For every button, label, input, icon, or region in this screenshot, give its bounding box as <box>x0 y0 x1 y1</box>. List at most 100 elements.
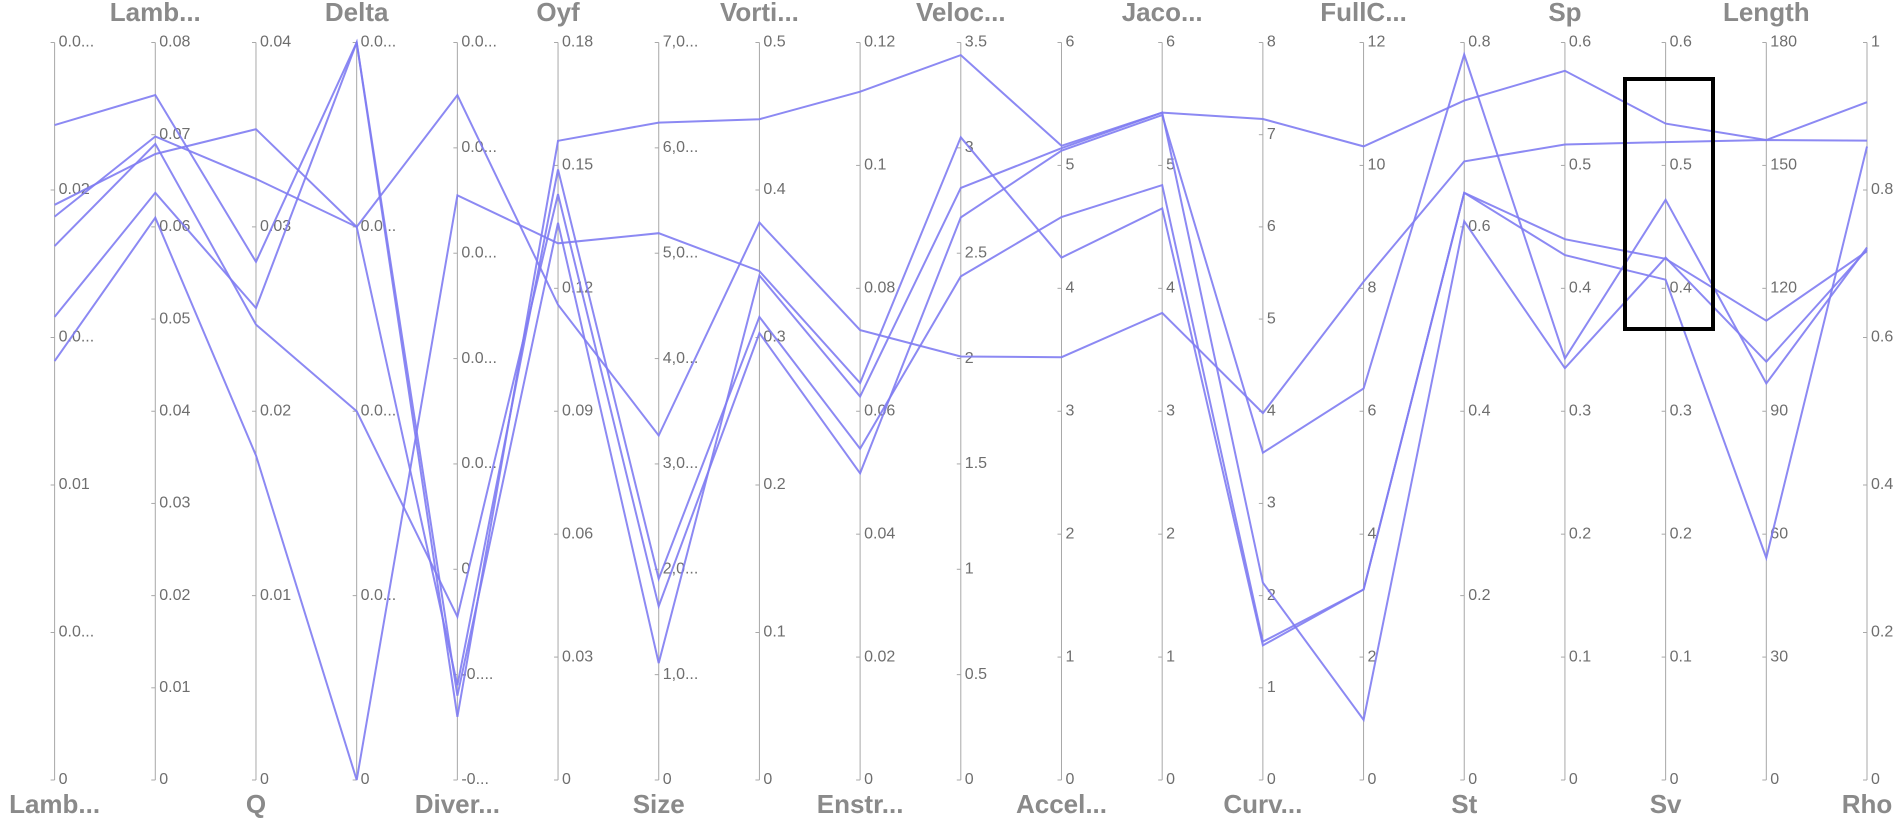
tick-label: 0.01 <box>59 476 90 493</box>
lines <box>53 38 1868 781</box>
tick-label: 6 <box>1267 218 1276 235</box>
tick-label: 3,0... <box>663 455 699 472</box>
tick-label: 0.04 <box>260 34 291 51</box>
tick-label: 0 <box>1871 771 1880 788</box>
tick-label: 0 <box>159 771 168 788</box>
tick-label: 120 <box>1770 280 1797 297</box>
tick-label: 1 <box>1871 34 1880 51</box>
tick-label: 0.02 <box>864 648 895 665</box>
tick-label: 3 <box>1267 495 1276 512</box>
axes: 00.0...0.010.0...0.020.0...Lamb...00.010… <box>9 0 1893 819</box>
tick-label: 7,0... <box>663 34 699 51</box>
tick-label: 4 <box>1267 402 1276 419</box>
tick-label: 0.15 <box>562 157 593 174</box>
tick-label: 10 <box>1368 157 1386 174</box>
tick-label: 0.03 <box>159 495 190 512</box>
tick-label: 2,0... <box>663 561 699 578</box>
tick-label: 3 <box>1065 402 1074 419</box>
tick-label: 0.05 <box>159 310 190 327</box>
axis-title: Jaco... <box>1122 0 1203 27</box>
tick-label: 0 <box>1166 771 1175 788</box>
tick-label: 0 <box>361 771 370 788</box>
tick-label: 3 <box>1166 402 1175 419</box>
tick-label: 0.1 <box>1670 648 1692 665</box>
axis-title: Lamb... <box>9 789 100 819</box>
tick-label: 3.5 <box>965 34 987 51</box>
tick-label: 5 <box>1166 157 1175 174</box>
tick-label: 0.2 <box>1871 624 1893 641</box>
tick-label: 0.02 <box>159 587 190 604</box>
tick-label: 0.1 <box>864 157 886 174</box>
tick-label: 5 <box>1267 310 1276 327</box>
tick-label: 0 <box>59 771 68 788</box>
tick-label: 0.2 <box>1569 525 1591 542</box>
tick-label: 6,0... <box>663 139 699 156</box>
tick-label: 0 <box>965 771 974 788</box>
tick-label: 5 <box>1065 157 1074 174</box>
tick-label: 2.5 <box>965 244 987 261</box>
tick-label: 6 <box>1065 34 1074 51</box>
tick-label: 0.6 <box>1871 329 1893 346</box>
axis-title: Length <box>1723 0 1810 27</box>
tick-label: 5,0... <box>663 244 699 261</box>
tick-label: 0 <box>763 771 772 788</box>
tick-label: 0 <box>1569 771 1578 788</box>
axis-title: Delta <box>325 0 389 27</box>
tick-label: 4 <box>1065 280 1074 297</box>
tick-label: 1 <box>965 561 974 578</box>
axis-title: FullC... <box>1320 0 1407 27</box>
axis-title: Diver... <box>415 789 500 819</box>
tick-label: 0.0... <box>361 34 397 51</box>
tick-label: 0.0... <box>361 587 397 604</box>
data-line <box>53 135 1868 686</box>
tick-label: 0.0... <box>461 34 497 51</box>
tick-label: 0.0... <box>361 218 397 235</box>
tick-label: 1 <box>1065 648 1074 665</box>
tick-label: 0.6 <box>1670 34 1692 51</box>
axis-title: Size <box>633 789 685 819</box>
axis-title: Veloc... <box>916 0 1006 27</box>
tick-label: 0 <box>1065 771 1074 788</box>
tick-label: 0.0... <box>361 402 397 419</box>
tick-label: 0.8 <box>1871 181 1893 198</box>
tick-label: 0.06 <box>864 402 895 419</box>
tick-label: 0.0... <box>461 139 497 156</box>
tick-label: 0.5 <box>1670 157 1692 174</box>
tick-label: 0 <box>1468 771 1477 788</box>
tick-label: 7 <box>1267 126 1276 143</box>
tick-label: 4 <box>1166 280 1175 297</box>
tick-label: 0.5 <box>965 666 987 683</box>
tick-label: 6 <box>1368 402 1377 419</box>
tick-label: 0.0... <box>461 350 497 367</box>
tick-label: 0.0... <box>461 244 497 261</box>
tick-label: 0.1 <box>1569 648 1591 665</box>
tick-label: 0.3 <box>1670 402 1692 419</box>
axis-title: Sp <box>1548 0 1581 27</box>
tick-label: 150 <box>1770 157 1797 174</box>
tick-label: 0.0... <box>461 455 497 472</box>
tick-label: 0.6 <box>1569 34 1591 51</box>
tick-label: 0.6 <box>1468 218 1490 235</box>
tick-label: 8 <box>1267 34 1276 51</box>
tick-label: 0 <box>663 771 672 788</box>
tick-label: 0.01 <box>159 679 190 696</box>
tick-label: 0.09 <box>562 402 593 419</box>
tick-label: 2 <box>1166 525 1175 542</box>
data-line <box>53 135 1868 781</box>
tick-label: 0 <box>260 771 269 788</box>
tick-label: 0.4 <box>1871 476 1893 493</box>
tick-label: 0.03 <box>260 218 291 235</box>
tick-label: 0.4 <box>1569 280 1591 297</box>
axis-title: Rho <box>1842 789 1893 819</box>
tick-label: 0.18 <box>562 34 593 51</box>
tick-label: 0 <box>1267 771 1276 788</box>
tick-label: 0.01 <box>260 587 291 604</box>
tick-label: 0.5 <box>763 34 785 51</box>
tick-label: 0.1 <box>763 624 785 641</box>
axis-title: Oyf <box>536 0 580 27</box>
data-line <box>53 38 1868 723</box>
tick-label: 0.03 <box>562 648 593 665</box>
axis-title: Accel... <box>1016 789 1107 819</box>
axis-title: Sv <box>1650 789 1682 819</box>
tick-label: 0 <box>1670 771 1679 788</box>
